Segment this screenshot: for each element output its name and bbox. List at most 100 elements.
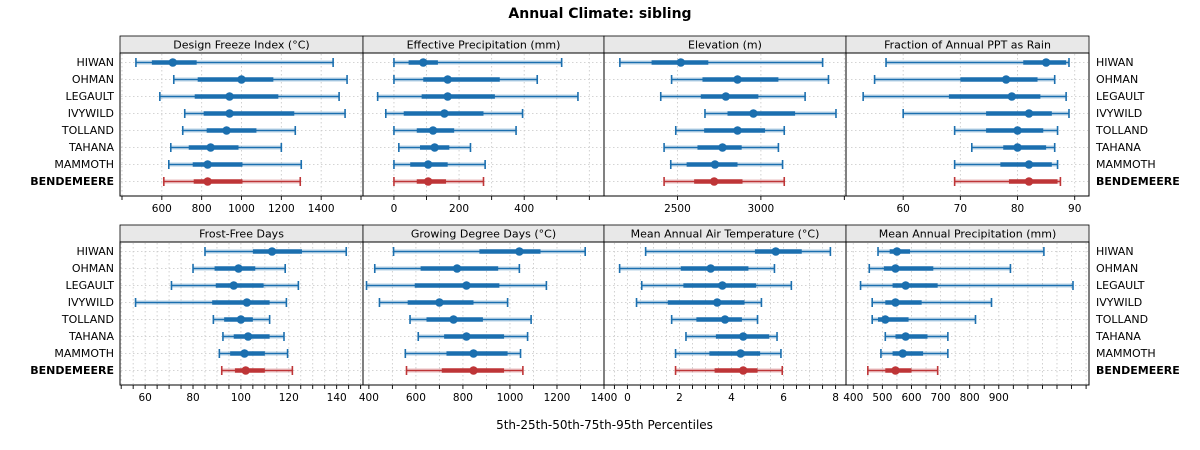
axis-tick-label: 120: [279, 392, 299, 404]
median-dot: [901, 281, 910, 290]
median-dot: [738, 332, 748, 341]
median-dot: [892, 247, 902, 256]
site-label-right: HIWAN: [1096, 56, 1134, 69]
axis-tick-label: 70: [954, 203, 967, 215]
median-dot: [435, 298, 444, 307]
axis-tick-label: 1000: [228, 203, 255, 215]
median-dot: [738, 366, 748, 375]
axis-tick-label: 800: [960, 392, 980, 404]
strip-title: Frost-Free Days: [199, 228, 284, 241]
strip-title: Mean Annual Precipitation (mm): [879, 228, 1056, 241]
median-dot: [234, 264, 243, 273]
site-label-right: TOLLAND: [1095, 313, 1148, 326]
axis-tick-label: 900: [989, 392, 1009, 404]
median-dot: [452, 264, 462, 273]
site-label-left: HIWAN: [76, 245, 114, 258]
site-label-left: TOLLAND: [61, 124, 114, 137]
median-dot: [718, 281, 727, 290]
median-dot: [240, 349, 249, 358]
median-dot: [443, 75, 452, 84]
axis-tick-label: 80: [186, 392, 199, 404]
strip-title: Effective Precipitation (mm): [407, 39, 561, 52]
panel-background: [846, 242, 1089, 385]
median-dot: [1024, 109, 1034, 118]
axis-tick-label: 140: [327, 392, 347, 404]
site-label-right: HIWAN: [1096, 245, 1134, 258]
axis-tick-label: 1200: [268, 203, 295, 215]
site-label-left: IVYWILD: [68, 296, 114, 309]
axis-tick-label: 1000: [497, 392, 524, 404]
median-dot: [237, 75, 246, 84]
axis-tick-label: 1400: [591, 392, 618, 404]
site-label-left: BENDEMEERE: [30, 364, 114, 377]
site-label-left: HIWAN: [76, 56, 114, 69]
site-label-right: TAHANA: [1095, 330, 1141, 343]
site-label-right: BENDEMEERE: [1096, 364, 1180, 377]
chart-title: Annual Climate: sibling: [508, 6, 692, 22]
axis-tick-label: 1200: [544, 392, 571, 404]
axis-tick-label: 0: [391, 203, 398, 215]
axis-tick-label: 600: [901, 392, 921, 404]
site-label-left: BENDEMEERE: [30, 175, 114, 188]
axis-tick-label: 1400: [308, 203, 335, 215]
median-dot: [891, 298, 900, 307]
median-dot: [241, 366, 250, 375]
strip-title: Elevation (m): [688, 39, 762, 52]
median-dot: [225, 109, 234, 118]
median-dot: [225, 92, 234, 101]
axis-tick-label: 400: [514, 203, 534, 215]
median-dot: [449, 315, 458, 324]
site-label-right: MAMMOTH: [1096, 158, 1156, 171]
median-dot: [1001, 75, 1011, 84]
site-label-right: TOLLAND: [1095, 124, 1148, 137]
site-label-right: MAMMOTH: [1096, 347, 1156, 360]
median-dot: [1041, 58, 1051, 67]
median-dot: [712, 298, 722, 307]
axis-tick-label: 60: [896, 203, 909, 215]
axis-tick-label: 400: [359, 392, 379, 404]
axis-tick-label: 200: [449, 203, 469, 215]
median-dot: [891, 366, 900, 375]
axis-tick-label: 60: [138, 392, 151, 404]
axis-tick-label: 3000: [748, 203, 775, 215]
site-label-left: TAHANA: [68, 330, 114, 343]
axis-tick-label: 90: [1068, 203, 1081, 215]
axis-tick-label: 500: [872, 392, 892, 404]
median-dot: [242, 298, 252, 307]
median-dot: [676, 58, 686, 67]
median-dot: [423, 177, 433, 186]
median-dot: [901, 332, 910, 341]
panel-background: [120, 242, 363, 385]
axis-tick-label: 800: [453, 392, 473, 404]
axis-tick-label: 600: [152, 203, 172, 215]
median-dot: [898, 349, 908, 358]
axis-tick-label: 800: [192, 203, 212, 215]
median-dot: [440, 109, 449, 118]
median-dot: [709, 177, 719, 186]
site-label-right: BENDEMEERE: [1096, 175, 1180, 188]
median-dot: [771, 247, 781, 256]
panel-background: [363, 242, 604, 385]
median-dot: [243, 332, 253, 341]
median-dot: [469, 366, 478, 375]
median-dot: [469, 349, 478, 358]
axis-tick-label: 2500: [664, 203, 691, 215]
median-dot: [710, 160, 720, 169]
median-dot: [880, 315, 890, 324]
panel-background: [604, 53, 846, 196]
site-label-left: OHMAN: [72, 73, 114, 86]
site-label-left: LEGAULT: [65, 90, 114, 103]
median-dot: [1013, 143, 1022, 152]
median-dot: [206, 143, 215, 152]
median-dot: [462, 281, 471, 290]
median-dot: [203, 177, 212, 186]
median-dot: [222, 126, 231, 135]
panel-background: [604, 242, 846, 385]
site-label-right: OHMAN: [1096, 73, 1138, 86]
median-dot: [1024, 160, 1034, 169]
panel-background: [363, 53, 604, 196]
median-dot: [736, 349, 745, 358]
median-dot: [203, 160, 212, 169]
